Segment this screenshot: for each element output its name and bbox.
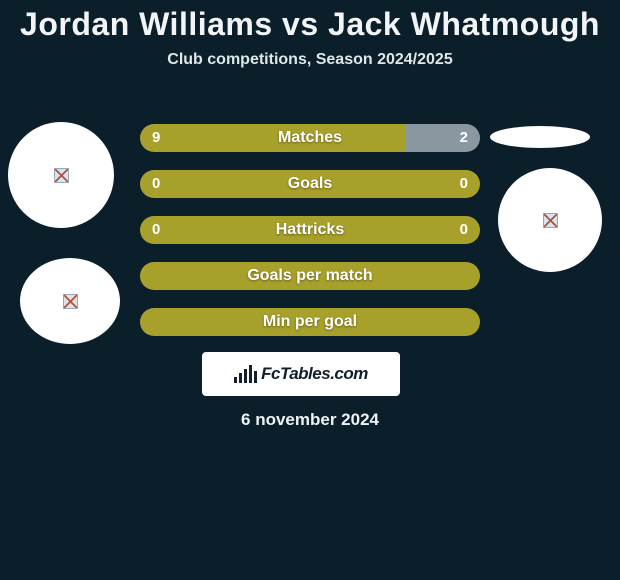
stat-row: Goals0 0 [140,170,480,198]
stat-row: Hattricks0 0 [140,216,480,244]
image-placeholder-icon [54,168,69,183]
stat-label: Min per goal [140,308,480,336]
attribution-badge: FcTables.com [202,352,400,396]
date-label: 6 november 2024 [0,410,620,430]
player-avatar-right [498,168,602,272]
stat-value-left: 0 [152,216,160,244]
stat-label: Matches [140,124,480,152]
stats-container: Matches92Goals00Hattricks00Goals per mat… [140,124,480,354]
stat-value-right: 0 [460,216,468,244]
player-avatar-left-1 [8,122,114,228]
stat-value-left: 0 [152,170,160,198]
image-placeholder-icon [543,213,558,228]
stat-label: Goals per match [140,262,480,290]
stat-row: Goals per match [140,262,480,290]
stat-label: Hattricks [140,216,480,244]
page-subtitle: Club competitions, Season 2024/2025 [0,51,620,69]
stat-row: Min per goal [140,308,480,336]
bar-chart-icon [234,365,257,383]
decorative-ellipse [490,126,590,148]
stat-label: Goals [140,170,480,198]
stat-row: Matches9 2 [140,124,480,152]
stat-value-right: 2 [460,124,468,152]
stat-value-right: 0 [460,170,468,198]
image-placeholder-icon [63,294,78,309]
attribution-text: FcTables.com [261,364,368,384]
player-avatar-left-2 [20,258,120,344]
page-title: Jordan Williams vs Jack Whatmough [0,0,620,43]
stat-value-left: 9 [152,124,160,152]
